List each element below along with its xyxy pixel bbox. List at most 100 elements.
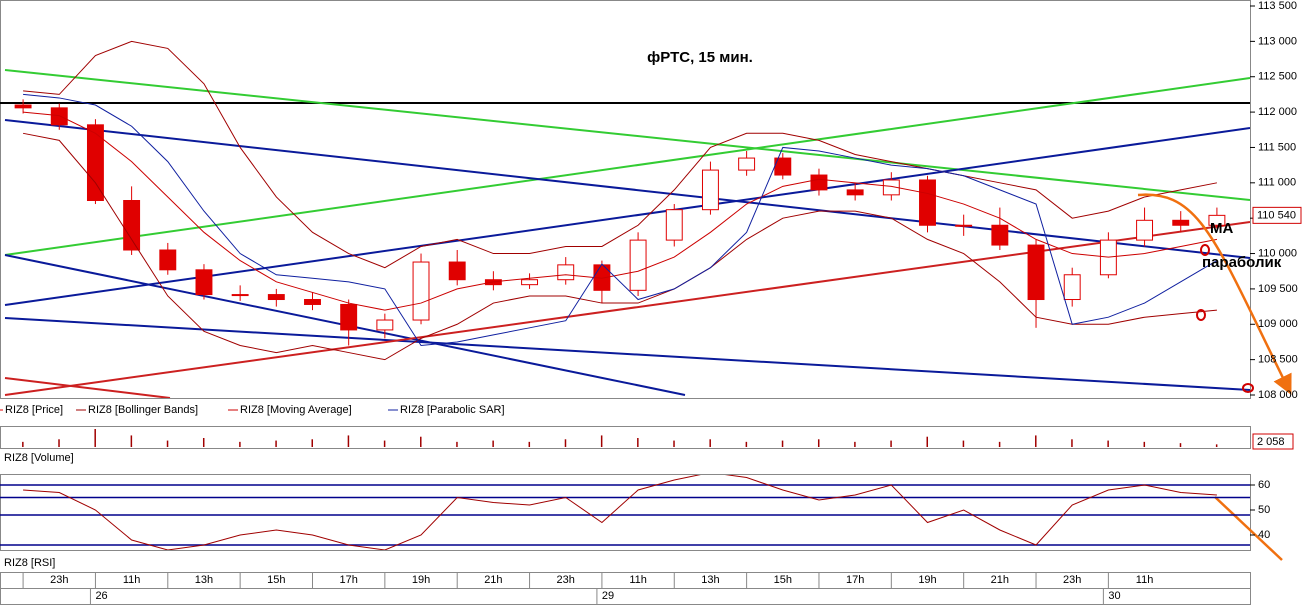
volume-bar [456,441,458,447]
volume-bar [1071,439,1073,447]
candle-body [412,261,430,321]
volume-bar [202,438,205,447]
candle-body [159,249,177,271]
x-tick-label: 15h [774,574,792,586]
volume-bar [166,440,169,447]
volume-bar [130,435,133,447]
y-tick-label: 108 000 [1258,389,1298,401]
candle-body [919,179,936,226]
x-tick-label: 11h [123,574,141,586]
date-label: 26 [95,590,107,602]
volume-bar [890,440,892,447]
volume-bar [1143,441,1146,447]
volume-bar [347,435,350,447]
volume-bar [998,441,1001,447]
candle-body [846,189,864,196]
series-line [23,40,1218,269]
y-tick-label: 112 000 [1258,106,1297,118]
marker-circle [1242,383,1254,393]
y-tick-label: 113 000 [1258,35,1297,47]
candle-body [810,174,828,191]
rsi-plot [0,475,1250,550]
x-tick-label: 23h [557,574,575,586]
series-line [22,132,1217,361]
legend-label: RIZ8 [Moving Average] [240,404,352,416]
candle-body [340,303,358,331]
volume-bar [673,440,675,447]
last-price-box [1252,206,1302,224]
candle-body [665,209,683,241]
y-tick-label: 60 [1258,479,1270,491]
last-price-label: 110 540 [1257,209,1296,221]
volume-bar [962,440,965,447]
x-tick-label: 15h [267,574,285,586]
trend-line [4,77,1250,256]
y-tick-label: 112 500 [1258,71,1297,83]
main-panel [0,0,1251,399]
annotation: MA [1210,220,1233,237]
candle-body [557,264,575,281]
candle-body [123,200,141,251]
date-label: 30 [1108,590,1120,602]
volume-bar [275,440,277,447]
chart-title: фРТС, 15 мин. [647,49,753,66]
x-tick-label: 21h [991,574,1009,586]
panel-title: RIZ8 [RSI] [4,557,55,569]
y-tick-label: 40 [1258,529,1270,541]
volume-bar [1035,435,1037,447]
series-line [23,475,1217,550]
candle-body [50,107,68,126]
candle-body [991,224,1009,246]
y-tick-label: 109 500 [1258,283,1298,295]
marker-circle [1196,309,1206,321]
volume-panel [0,426,1251,449]
y-tick-label: 110 000 [1258,247,1297,259]
marker-circle [1200,244,1210,256]
candle-body [1027,244,1045,301]
volume-label-box [1252,433,1294,450]
x-tick-label: 19h [412,574,430,586]
trend-line [4,69,1250,201]
volume-bar [94,429,96,447]
candle-body [1136,219,1154,241]
main-plot [14,40,1226,361]
y-tick-label: 50 [1258,504,1270,516]
volume-bar [311,439,313,447]
y-tick-label: 111 000 [1258,177,1296,189]
x-tick-label: 23h [1063,574,1081,586]
volume-bar [781,440,784,447]
trend-line [4,377,171,398]
volume-bar [420,436,422,447]
volume-bar [564,439,567,447]
x-tick-label: 11h [1136,574,1154,586]
candle-body [738,157,756,171]
candle-body [448,261,466,281]
x-tick-label: 17h [846,574,864,586]
volume-bar [492,440,494,447]
date-label: 29 [602,590,614,602]
x-tick-label: 13h [195,574,213,586]
volume-bar [600,435,603,447]
panel-title: RIZ8 [Volume] [4,452,74,464]
volume-bar [637,438,639,447]
annotation: параболик [1202,254,1282,271]
x-tick-label: 19h [918,574,936,586]
volume-bar [817,439,820,447]
candle-body [521,279,539,286]
x-tick-label: 23h [50,574,68,586]
y-tick-label: 111 500 [1258,141,1296,153]
candle-body [86,124,104,201]
forecast-arrow [1214,496,1283,561]
candle-body [629,239,647,291]
volume-bar [239,441,241,447]
trend-lines [0,69,1250,398]
volume-bar [745,441,748,447]
series-line [23,111,1218,311]
volume-bar [58,439,60,447]
volume-bar [22,441,24,447]
volume-bar [709,439,711,447]
candle-body [14,104,32,109]
